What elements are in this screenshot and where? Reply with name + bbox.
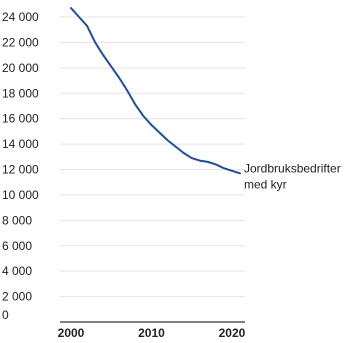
- y-tick-label: 8 000: [2, 213, 32, 227]
- series-label-line: med kyr: [244, 177, 287, 191]
- y-tick-label: 0: [2, 308, 9, 322]
- x-tick-label: 2000: [58, 326, 85, 340]
- series-line: [70, 7, 241, 175]
- y-tick-label: 24 000: [2, 10, 39, 24]
- grid-lines: [60, 16, 245, 323]
- y-tick-label: 16 000: [2, 112, 39, 126]
- y-axis-tick-labels: 0 2 000 4 000 6 000 8 000 10 000 12 000 14 000 1…: [2, 10, 39, 322]
- x-tick-label: 2020: [219, 326, 246, 340]
- series-label-line: Jordbruksbedrifter: [244, 161, 341, 175]
- y-tick-label: 18 000: [2, 86, 39, 100]
- x-tick-label: 2010: [138, 326, 165, 340]
- y-tick-label: 12 000: [2, 163, 39, 177]
- y-tick-label: 14 000: [2, 137, 39, 151]
- y-tick-label: 20 000: [2, 61, 39, 75]
- series-layer: Jordbruksbedrifter med kyr: [70, 7, 341, 191]
- x-axis-tick-labels: 2000 2010 2020: [58, 326, 246, 340]
- y-tick-label: 4 000: [2, 264, 32, 278]
- y-tick-label: 22 000: [2, 35, 39, 49]
- y-tick-label: 6 000: [2, 239, 32, 253]
- y-tick-label: 10 000: [2, 188, 39, 202]
- y-tick-label: 2 000: [2, 290, 32, 304]
